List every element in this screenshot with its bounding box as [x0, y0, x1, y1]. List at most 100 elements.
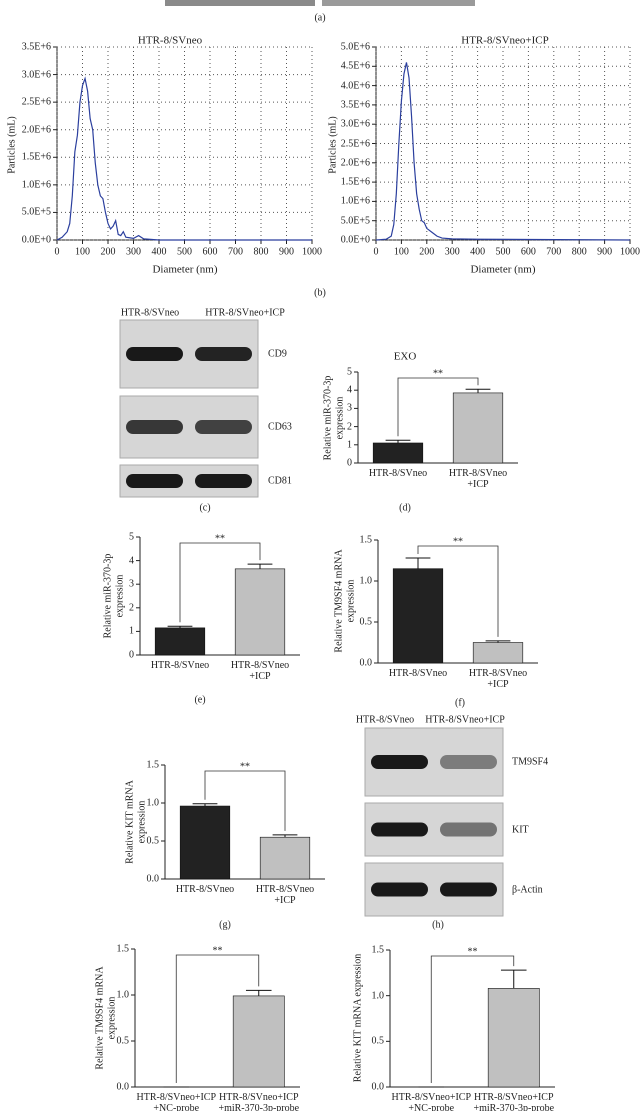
- x-tick-label: 800: [253, 246, 269, 258]
- y-tick-label: 2.0E+6: [340, 157, 370, 169]
- x-tick-label: 100: [393, 246, 409, 258]
- bar: [154, 627, 206, 656]
- y-tick-label: 0.0: [371, 1081, 385, 1093]
- x-tick-label: HTR-8/SVneo: [388, 668, 448, 679]
- band-label: CD63: [268, 421, 292, 433]
- x-tick-label: HTR-8/SVneo +ICP: [448, 468, 508, 490]
- y-tick-label: 1.5: [371, 944, 385, 956]
- x-tick-label: 0: [373, 246, 379, 258]
- x-axis-label: Diameter (nm): [152, 263, 218, 276]
- bar: [472, 642, 524, 664]
- y-tick-label: 1.5E+6: [340, 176, 370, 188]
- y-tick-label: 1.0: [116, 989, 130, 1001]
- y-tick-label: 5.0E+5: [340, 215, 370, 227]
- y-tick-label: 2.5E+6: [340, 138, 370, 149]
- blot-band: [440, 882, 497, 897]
- blot-band: [126, 420, 183, 434]
- band-label: TM9SF4: [512, 756, 549, 768]
- x-tick-label: HTR-8/SVneo +ICP: [230, 660, 290, 682]
- x-tick-label: 300: [444, 246, 460, 258]
- y-tick-label: 3.0E+6: [340, 118, 370, 130]
- panel-label: (h): [432, 919, 444, 931]
- y-tick-label: 4.0E+6: [340, 80, 370, 92]
- blot-band: [126, 347, 183, 361]
- blot-band: [195, 420, 252, 434]
- x-tick-label: 600: [202, 246, 218, 258]
- blot-band: [371, 822, 428, 837]
- y-axis-label: Relative KIT mRNA: [124, 780, 136, 864]
- significance-bracket: [179, 542, 261, 623]
- significance-bracket: [417, 545, 499, 637]
- y-axis-label: expression: [114, 574, 126, 618]
- bar: [487, 988, 540, 1088]
- y-axis-label: expression: [345, 579, 357, 623]
- x-tick-label: HTR-8/SVneo: [368, 468, 428, 479]
- lane-header: HTR-8/SVneo+ICP: [425, 714, 505, 726]
- x-tick-label: HTR-8/SVneo +ICP: [255, 884, 315, 906]
- blot-band: [126, 474, 183, 488]
- y-tick-label: 0.0: [359, 657, 373, 669]
- panel-label: (d): [399, 502, 411, 514]
- panel-label: (g): [219, 919, 231, 931]
- significance-label: **: [467, 946, 478, 958]
- y-tick-label: 4.5E+6: [340, 60, 370, 72]
- chart-title: HTR-8/SVneo: [137, 34, 203, 47]
- y-axis-label: Relative miR-370-3p: [102, 553, 114, 639]
- y-tick-label: 2.5E+6: [21, 96, 51, 108]
- y-tick-label: 1.0: [146, 797, 160, 809]
- significance-label: **: [240, 761, 250, 773]
- y-tick-label: 0.0: [116, 1081, 130, 1093]
- y-tick-label: 5: [129, 531, 134, 543]
- x-tick-label: HTR-8/SVneo: [150, 660, 210, 671]
- micrograph: [165, 0, 315, 6]
- blot-band: [371, 755, 428, 769]
- x-tick-label: HTR-8/SVneo+ICP +NC-probe: [391, 1092, 472, 1111]
- y-axis-label: Particles (mL): [6, 116, 18, 174]
- x-tick-label: 200: [100, 246, 116, 258]
- x-tick-label: 500: [495, 246, 511, 258]
- panel-label: (e): [194, 694, 206, 706]
- panel-label: (b): [314, 287, 326, 299]
- bar: [259, 836, 311, 880]
- y-tick-label: 0.5: [371, 1035, 385, 1047]
- bar: [452, 392, 504, 464]
- x-tick-label: 400: [470, 246, 486, 258]
- significance-bracket: [175, 954, 260, 1083]
- x-tick-label: HTR-8/SVneo +ICP: [468, 668, 528, 690]
- lane-header: HTR-8/SVneo+ICP: [205, 307, 285, 319]
- y-tick-label: 2.0E+6: [21, 124, 51, 136]
- significance-label: **: [453, 536, 463, 548]
- y-tick-label: 1.5: [146, 759, 160, 771]
- y-tick-label: 1.5: [359, 534, 373, 546]
- y-tick-label: 3.0E+6: [21, 69, 51, 81]
- y-tick-label: 5.0E+6: [340, 41, 370, 53]
- y-tick-label: 1.0: [359, 575, 373, 587]
- y-tick-label: 4: [129, 555, 134, 567]
- panel-label: (f): [455, 697, 465, 709]
- y-tick-label: 1: [347, 439, 352, 451]
- y-tick-label: 0.5: [116, 1035, 130, 1047]
- lane-header: HTR-8/SVneo: [355, 714, 415, 726]
- band-label: CD9: [268, 348, 287, 360]
- y-tick-label: 5.0E+5: [21, 206, 51, 218]
- y-tick-label: 0.0E+0: [21, 234, 51, 246]
- chart-title: EXO: [393, 350, 417, 363]
- y-tick-label: 3.5E+6: [340, 99, 370, 111]
- line-series: [375, 62, 631, 241]
- bar: [372, 442, 424, 464]
- lane-header: HTR-8/SVneo: [120, 307, 180, 319]
- significance-bracket: [430, 955, 515, 1083]
- x-tick-label: 0: [54, 246, 60, 258]
- bar: [392, 568, 444, 664]
- blot-band: [195, 474, 252, 488]
- x-axis-label: Diameter (nm): [470, 263, 536, 276]
- x-tick-label: HTR-8/SVneo+ICP +NC-probe: [136, 1092, 217, 1111]
- y-tick-label: 3.5E+6: [21, 41, 51, 53]
- blot-band: [195, 347, 252, 361]
- y-tick-label: 0.5: [146, 835, 160, 847]
- x-tick-label: 1000: [302, 246, 322, 258]
- blot-band: [440, 755, 497, 769]
- y-tick-label: 3: [347, 402, 352, 414]
